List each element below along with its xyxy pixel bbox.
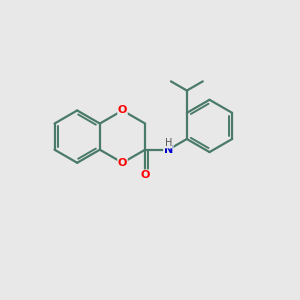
Text: O: O bbox=[140, 170, 150, 180]
Text: O: O bbox=[118, 158, 127, 168]
Text: H: H bbox=[165, 138, 172, 148]
Text: N: N bbox=[164, 145, 173, 155]
Text: O: O bbox=[118, 106, 127, 116]
